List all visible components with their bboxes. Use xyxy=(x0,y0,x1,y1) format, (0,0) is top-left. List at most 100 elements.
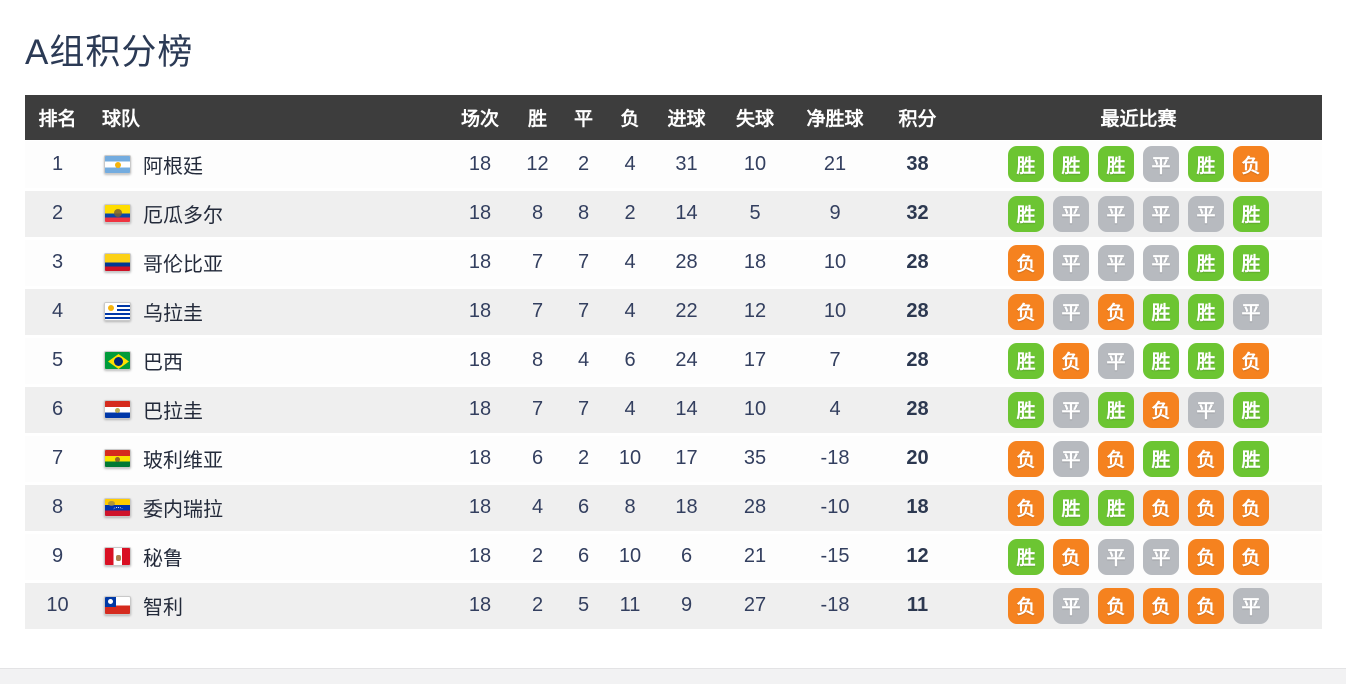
standings-table: 排名 球队 场次 胜 平 负 进球 失球 净胜球 积分 最近比赛 1 阿根廷 xyxy=(25,95,1322,632)
goals_for-cell: 28 xyxy=(653,238,720,287)
recent-results: 胜胜胜平胜负 xyxy=(955,146,1322,182)
header-recent: 最近比赛 xyxy=(955,95,1322,140)
recent-results: 胜平胜负平胜 xyxy=(955,391,1322,428)
recent-results: 负平负胜负胜 xyxy=(955,440,1322,477)
result-badge-win: 胜 xyxy=(1008,391,1044,428)
uruguay-flag-icon xyxy=(104,302,131,321)
draw-cell: 2 xyxy=(560,140,607,189)
result-badge-win: 胜 xyxy=(1143,440,1179,477)
result-badge-win: 胜 xyxy=(1188,244,1224,281)
result-badge-draw: 平 xyxy=(1188,195,1224,232)
recent-cell: 胜平胜负平胜 xyxy=(955,385,1322,434)
team-name: 阿根廷 xyxy=(143,155,203,178)
points-cell: 12 xyxy=(880,532,955,581)
result-badge-win: 胜 xyxy=(1233,440,1269,477)
result-badge-win: 胜 xyxy=(1098,391,1134,428)
recent-results: 胜负平胜胜负 xyxy=(955,342,1322,379)
rank-cell: 6 xyxy=(25,385,90,434)
result-badge-loss: 负 xyxy=(1188,538,1224,575)
goal_diff-cell: 9 xyxy=(790,189,880,238)
recent-results: 负平负负负平 xyxy=(955,587,1322,624)
result-badge-draw: 平 xyxy=(1233,293,1269,330)
points-cell: 20 xyxy=(880,434,955,483)
result-badge-loss: 负 xyxy=(1143,489,1179,526)
table-row: 4 乌拉圭 18 7 7 4 22 12 10 28 负平负胜胜平 xyxy=(25,287,1322,336)
colombia-flag-icon xyxy=(104,253,131,272)
rank-cell: 2 xyxy=(25,189,90,238)
team-name: 乌拉圭 xyxy=(143,303,203,325)
team-cell: 智利 xyxy=(90,581,445,630)
result-badge-loss: 负 xyxy=(1143,587,1179,624)
rank-cell: 1 xyxy=(25,140,90,189)
result-badge-loss: 负 xyxy=(1188,587,1224,624)
header-win: 胜 xyxy=(515,95,560,140)
played-cell: 18 xyxy=(445,434,515,483)
venezuela-flag-icon xyxy=(104,498,131,517)
goals_against-cell: 27 xyxy=(720,581,790,630)
points-cell: 18 xyxy=(880,483,955,532)
page-title: A组积分榜 xyxy=(25,33,194,72)
loss-cell: 2 xyxy=(607,189,653,238)
goals_for-cell: 24 xyxy=(653,336,720,385)
loss-cell: 6 xyxy=(607,336,653,385)
draw-cell: 7 xyxy=(560,385,607,434)
header-draw: 平 xyxy=(560,95,607,140)
header-goals-against: 失球 xyxy=(720,95,790,140)
result-badge-win: 胜 xyxy=(1233,391,1269,428)
goals_against-cell: 21 xyxy=(720,532,790,581)
goals_against-cell: 10 xyxy=(720,385,790,434)
goals_for-cell: 18 xyxy=(653,483,720,532)
goal_diff-cell: 7 xyxy=(790,336,880,385)
recent-cell: 负胜胜负负负 xyxy=(955,483,1322,532)
draw-cell: 8 xyxy=(560,189,607,238)
recent-results: 胜平平平平胜 xyxy=(955,195,1322,232)
goal_diff-cell: 4 xyxy=(790,385,880,434)
team-name: 智利 xyxy=(143,597,183,619)
result-badge-draw: 平 xyxy=(1053,293,1089,330)
team-cell: 乌拉圭 xyxy=(90,287,445,336)
goals_for-cell: 9 xyxy=(653,581,720,630)
played-cell: 18 xyxy=(445,532,515,581)
result-badge-loss: 负 xyxy=(1008,440,1044,477)
goal_diff-cell: -18 xyxy=(790,581,880,630)
loss-cell: 4 xyxy=(607,238,653,287)
loss-cell: 10 xyxy=(607,434,653,483)
points-cell: 11 xyxy=(880,581,955,630)
result-badge-loss: 负 xyxy=(1233,146,1269,182)
goals_against-cell: 10 xyxy=(720,140,790,189)
rank-cell: 7 xyxy=(25,434,90,483)
result-badge-draw: 平 xyxy=(1053,440,1089,477)
goals_for-cell: 22 xyxy=(653,287,720,336)
win-cell: 7 xyxy=(515,385,560,434)
result-badge-draw: 平 xyxy=(1053,587,1089,624)
goals_against-cell: 28 xyxy=(720,483,790,532)
rank-cell: 3 xyxy=(25,238,90,287)
result-badge-win: 胜 xyxy=(1233,195,1269,232)
header-played: 场次 xyxy=(445,95,515,140)
result-badge-loss: 负 xyxy=(1233,538,1269,575)
result-badge-win: 胜 xyxy=(1143,342,1179,379)
played-cell: 18 xyxy=(445,336,515,385)
header-rank: 排名 xyxy=(25,95,90,140)
goal_diff-cell: 10 xyxy=(790,287,880,336)
rank-cell: 4 xyxy=(25,287,90,336)
points-cell: 28 xyxy=(880,385,955,434)
team-cell: 哥伦比亚 xyxy=(90,238,445,287)
result-badge-loss: 负 xyxy=(1008,244,1044,281)
team-cell: 玻利维亚 xyxy=(90,434,445,483)
result-badge-win: 胜 xyxy=(1008,146,1044,182)
goal_diff-cell: -15 xyxy=(790,532,880,581)
recent-cell: 负平负负负平 xyxy=(955,581,1322,630)
team-cell: 厄瓜多尔 xyxy=(90,189,445,238)
result-badge-win: 胜 xyxy=(1188,146,1224,182)
win-cell: 7 xyxy=(515,287,560,336)
result-badge-draw: 平 xyxy=(1233,587,1269,624)
played-cell: 18 xyxy=(445,483,515,532)
table-row: 6 巴拉圭 18 7 7 4 14 10 4 28 胜平胜负平胜 xyxy=(25,385,1322,434)
result-badge-draw: 平 xyxy=(1098,342,1134,379)
result-badge-win: 胜 xyxy=(1008,538,1044,575)
draw-cell: 5 xyxy=(560,581,607,630)
rank-cell: 5 xyxy=(25,336,90,385)
goals_against-cell: 35 xyxy=(720,434,790,483)
result-badge-draw: 平 xyxy=(1143,146,1179,182)
